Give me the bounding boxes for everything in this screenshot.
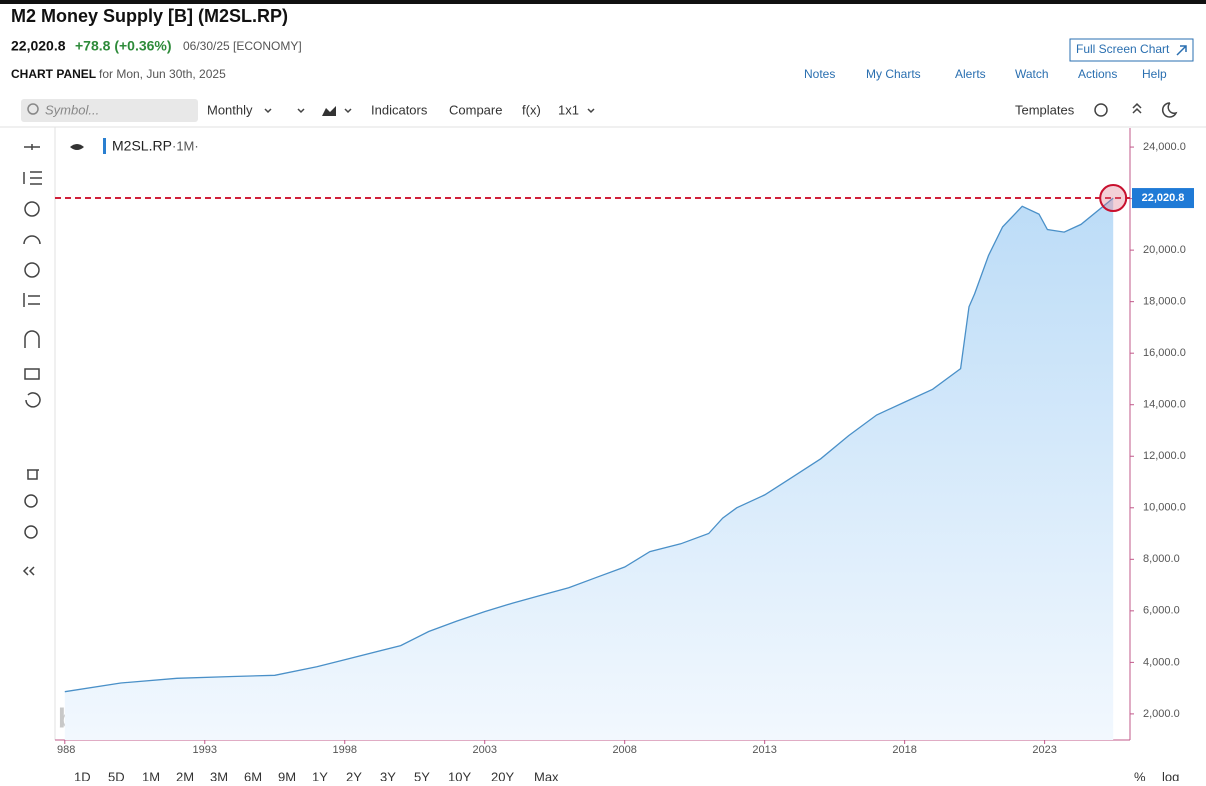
eye-icon[interactable]	[70, 144, 84, 150]
line	[64, 197, 1114, 693]
log-toggle[interactable]: log	[1162, 769, 1179, 784]
y-tick-label: 8,000.0	[1143, 553, 1180, 565]
symbol-input[interactable]	[21, 99, 198, 122]
compare[interactable]: Compare	[449, 102, 502, 117]
y-tick-label: 14,000.0	[1143, 399, 1186, 411]
link[interactable]: My Charts	[866, 67, 921, 81]
y-tick-label: 10,000.0	[1143, 502, 1186, 514]
range-button[interactable]: 1Y	[312, 769, 328, 784]
drawing-tools[interactable]	[22, 144, 42, 576]
range-button[interactable]: 10Y	[448, 769, 471, 784]
y-tick-label: 6,000.0	[1143, 605, 1180, 617]
y-tick-label: 12,000.0	[1143, 450, 1186, 462]
y-tick-label: 24,000.0	[1143, 141, 1186, 153]
search-icon	[27, 103, 39, 115]
y-tick-label: 4,000.0	[1143, 656, 1180, 668]
fx[interactable]: f(x)	[522, 102, 541, 117]
x-tick-label: 2023	[1032, 744, 1056, 756]
range-button[interactable]: 9M	[278, 769, 296, 784]
range-button[interactable]: 6M	[244, 769, 262, 784]
range-button[interactable]: 3M	[210, 769, 228, 784]
x-tick-label: 2003	[472, 744, 496, 756]
range-button[interactable]: 5Y	[414, 769, 430, 784]
last-value-label: 22,020.8	[1142, 192, 1185, 204]
range-button[interactable]: 1D	[74, 769, 91, 784]
y-tick-label: 16,000.0	[1143, 347, 1186, 359]
range-button[interactable]: 3Y	[380, 769, 396, 784]
x-tick-label: 2008	[612, 744, 636, 756]
link[interactable]: Notes	[804, 67, 835, 81]
fullscreen-text[interactable]: Full Screen Chart	[1076, 42, 1170, 56]
legend-marker	[103, 138, 106, 154]
range-button[interactable]: 20Y	[491, 769, 514, 784]
range-button[interactable]: 5D	[108, 769, 125, 784]
layout[interactable]: 1x1	[558, 102, 579, 117]
top-border	[0, 0, 1206, 4]
link[interactable]: Help	[1142, 67, 1167, 81]
panel-date: for Mon, Jun 30th, 2025	[99, 67, 226, 81]
link[interactable]: Actions	[1078, 67, 1117, 81]
change: +78.8 (+0.36%)	[75, 38, 172, 54]
legend-symbol: M2SL.RP	[112, 138, 172, 154]
symbol-placeholder[interactable]: Symbol...	[45, 102, 99, 117]
range-buttons: 1D 5D 1M 2M 3M 6M 9M 1Y 2Y 3Y 5Y 10Y 20Y Max% log	[74, 769, 1179, 784]
y-tick-label: 18,000.0	[1143, 296, 1186, 308]
interval[interactable]: Monthly	[207, 102, 253, 117]
dropdown-arrows	[264, 102, 1142, 114]
price: 22,020.8	[11, 38, 66, 54]
last-value-box	[1132, 188, 1194, 209]
y-tick-label: 20,000.0	[1143, 244, 1186, 256]
templates[interactable]: Templates	[1015, 102, 1075, 117]
date: 06/30/25 [ECONOMY]	[183, 39, 302, 53]
last-point-marker	[1099, 184, 1128, 213]
x-tick-label: 2018	[892, 744, 916, 756]
x-tick-label: 1993	[193, 744, 217, 756]
area-fill	[64, 198, 1114, 741]
legend-period: ·1M·	[172, 138, 199, 153]
theme-icon[interactable]	[1161, 102, 1178, 118]
x-tick-label: 988	[57, 744, 75, 756]
range-button[interactable]: 2Y	[346, 769, 362, 784]
x-tick-label: 2013	[752, 744, 776, 756]
toolbar	[0, 94, 1206, 127]
panel-label: CHART PANEL	[11, 67, 96, 81]
range-button[interactable]: Max	[534, 769, 559, 784]
chart-type-icon[interactable]	[322, 106, 336, 116]
title: M2 Money Supply [B] (M2SL.RP)	[11, 6, 288, 26]
fullscreen-icon	[1176, 45, 1187, 56]
range-button[interactable]: 2M	[176, 769, 194, 784]
range-button[interactable]: 1M	[142, 769, 160, 784]
fullscreen-button[interactable]	[1069, 38, 1194, 62]
x-tick-label: 1998	[333, 744, 357, 756]
percent-toggle[interactable]: %	[1134, 769, 1146, 784]
link[interactable]: Alerts	[955, 67, 986, 81]
links: Notes My Charts Alerts Watch Actions Help	[804, 67, 1167, 81]
indicators[interactable]: Indicators	[371, 102, 428, 117]
y-tick-label: 2,000.0	[1143, 708, 1180, 720]
settings-icon[interactable]	[1094, 103, 1108, 117]
link[interactable]: Watch	[1015, 67, 1049, 81]
